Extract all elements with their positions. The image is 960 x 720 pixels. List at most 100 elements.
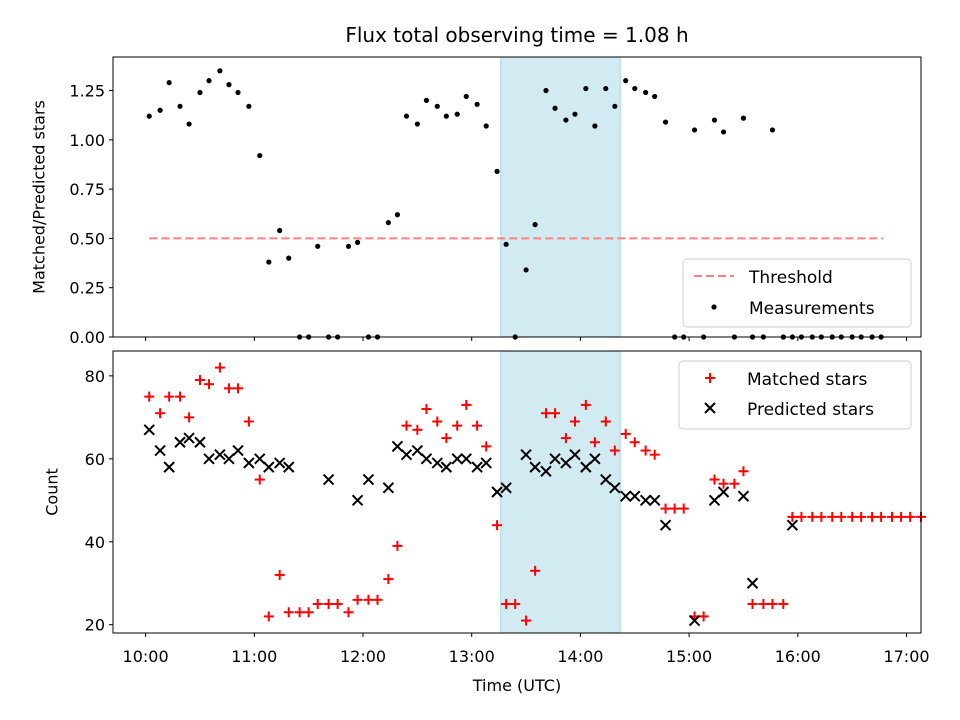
legend-measurement-label: Measurements bbox=[749, 299, 875, 319]
bottom-y-tick-label: 40 bbox=[85, 533, 105, 552]
matched-point bbox=[660, 503, 671, 514]
matched-point bbox=[887, 511, 898, 522]
predicted-point bbox=[223, 453, 235, 465]
predicted-point bbox=[460, 453, 472, 465]
predicted-point bbox=[639, 494, 652, 507]
x-tick-label: 12:00 bbox=[340, 647, 386, 666]
matched-point bbox=[421, 404, 432, 415]
matched-point bbox=[510, 598, 521, 609]
x-stroke bbox=[273, 457, 286, 469]
chart-title: Flux total observing time = 1.08 h bbox=[345, 23, 688, 47]
x-stroke bbox=[580, 461, 592, 473]
legend-matched-label: Matched stars bbox=[747, 370, 867, 390]
top-legend: Threshold Measurements bbox=[682, 258, 912, 328]
measurement-point bbox=[246, 103, 252, 109]
x-stroke bbox=[214, 448, 226, 461]
legend-matched-swatch bbox=[705, 373, 715, 383]
predicted-point bbox=[154, 444, 166, 457]
matched-point bbox=[164, 391, 175, 402]
predicted-point bbox=[194, 436, 206, 448]
matched-point bbox=[729, 478, 740, 489]
matched-point bbox=[600, 416, 611, 427]
x-stroke bbox=[451, 453, 463, 465]
matched-point bbox=[274, 569, 285, 580]
matched-point bbox=[867, 511, 878, 522]
x-stroke bbox=[549, 453, 561, 465]
x-stroke bbox=[619, 490, 632, 502]
bottom-y-tick-label: 80 bbox=[85, 367, 105, 386]
x-stroke bbox=[500, 482, 512, 494]
x-stroke bbox=[382, 482, 395, 494]
x-stroke bbox=[431, 457, 443, 469]
measurement-point bbox=[691, 127, 698, 133]
predicted-point bbox=[273, 457, 286, 469]
measurement-point bbox=[266, 259, 272, 265]
x-tick-label: 15:00 bbox=[666, 647, 712, 666]
predicted-point bbox=[391, 440, 404, 453]
measurement-point bbox=[235, 89, 241, 96]
matched-point bbox=[787, 511, 798, 522]
measurement-point bbox=[277, 227, 283, 234]
x-tick-label: 13:00 bbox=[449, 647, 495, 666]
measurement-point bbox=[652, 93, 658, 100]
measurement-point bbox=[532, 222, 538, 228]
x-stroke bbox=[704, 402, 716, 414]
predicted-point bbox=[243, 457, 255, 469]
matched-point bbox=[401, 420, 412, 431]
x-stroke bbox=[440, 461, 453, 473]
measurement-point bbox=[454, 111, 460, 117]
matched-point bbox=[678, 503, 689, 514]
x-stroke bbox=[708, 494, 721, 507]
measurement-point bbox=[443, 113, 449, 119]
x-stroke bbox=[411, 444, 424, 457]
predicted-point bbox=[540, 465, 552, 477]
matched-point bbox=[352, 594, 363, 605]
predicted-point bbox=[440, 461, 453, 473]
predicted-point bbox=[183, 432, 195, 444]
x-stroke bbox=[351, 494, 364, 507]
matched-point bbox=[492, 520, 503, 531]
predicted-point bbox=[362, 473, 375, 486]
matched-point bbox=[550, 408, 561, 419]
predicted-point bbox=[746, 577, 759, 589]
predicted-point bbox=[659, 519, 672, 531]
predicted-point bbox=[549, 453, 561, 465]
x-stroke bbox=[569, 448, 581, 461]
predicted-point bbox=[174, 436, 186, 448]
bottom-ticks: 10:00 11:00 12:00 13:00 14:00 15:00 16:00 17:00… bbox=[85, 367, 930, 666]
measurement-point bbox=[146, 113, 152, 119]
measurement-point bbox=[583, 85, 589, 92]
matched-point bbox=[738, 466, 749, 477]
matched-point bbox=[896, 511, 907, 522]
matched-point bbox=[905, 511, 916, 522]
predicted-point bbox=[786, 519, 799, 531]
matched-point bbox=[194, 375, 205, 386]
top-y-tick-label: 0.75 bbox=[69, 180, 105, 199]
matched-point bbox=[481, 441, 492, 452]
matched-point bbox=[796, 511, 807, 522]
matched-point bbox=[214, 362, 225, 373]
measurement-point bbox=[463, 93, 469, 100]
matched-point bbox=[432, 416, 443, 427]
matched-point bbox=[816, 511, 827, 522]
matched-point bbox=[472, 420, 483, 431]
matched-point bbox=[589, 437, 600, 448]
matched-point bbox=[521, 615, 532, 626]
matched-point bbox=[412, 424, 423, 435]
predicted-point bbox=[717, 486, 730, 498]
matched-point bbox=[569, 416, 580, 427]
top-y-tick-label: 0.00 bbox=[69, 328, 105, 347]
predicted-point bbox=[600, 473, 612, 486]
predicted-point bbox=[471, 461, 483, 473]
matched-point bbox=[560, 433, 571, 444]
x-stroke bbox=[589, 453, 601, 465]
matched-point bbox=[669, 503, 680, 514]
predicted-point bbox=[283, 461, 295, 473]
matched-point bbox=[629, 437, 640, 448]
matched-point bbox=[827, 511, 838, 522]
measurement-point bbox=[592, 123, 598, 129]
x-stroke bbox=[154, 444, 166, 457]
matched-point bbox=[452, 420, 463, 431]
matched-point bbox=[747, 598, 758, 609]
measurement-point bbox=[217, 68, 223, 74]
